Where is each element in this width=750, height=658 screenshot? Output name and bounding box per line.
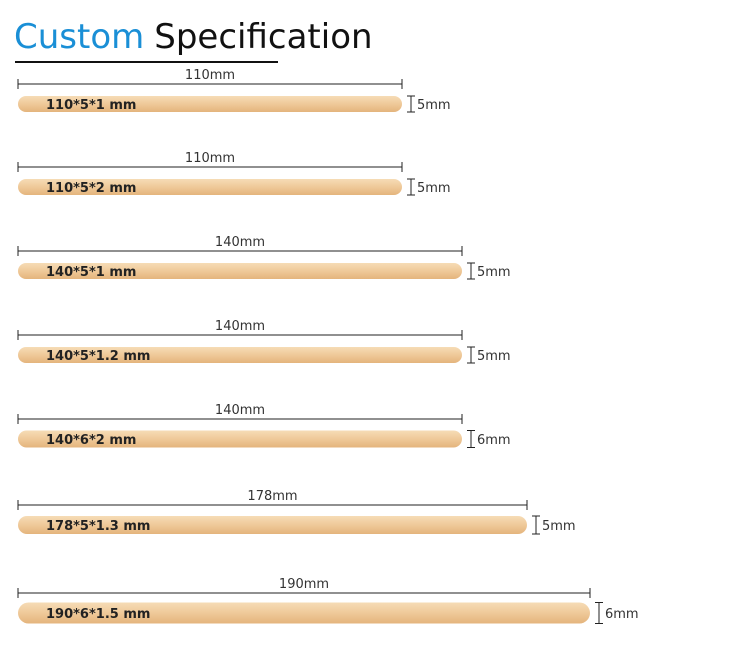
width-label: 5mm <box>417 98 451 113</box>
title-highlight: Custom <box>14 17 144 57</box>
width-label: 5mm <box>477 265 511 280</box>
stick-label: 190*6*1.5 mm <box>46 607 150 622</box>
length-label: 140mm <box>215 235 265 250</box>
width-label: 5mm <box>417 181 451 196</box>
stick-label: 140*6*2 mm <box>46 433 136 448</box>
stick <box>18 430 462 448</box>
stick-label: 140*5*1.2 mm <box>46 349 150 364</box>
length-label: 178mm <box>247 489 297 504</box>
length-label: 110mm <box>185 68 235 83</box>
stick-label: 140*5*1 mm <box>46 265 136 280</box>
stick <box>18 602 590 624</box>
length-label: 140mm <box>215 319 265 334</box>
stick-label: 110*5*1 mm <box>46 98 136 113</box>
stick <box>18 516 527 534</box>
width-label: 5mm <box>477 349 511 364</box>
stick <box>18 347 462 363</box>
length-label: 110mm <box>185 151 235 166</box>
stick <box>18 96 402 112</box>
stick-label: 178*5*1.3 mm <box>46 519 150 534</box>
width-label: 5mm <box>542 519 576 534</box>
width-label: 6mm <box>477 433 511 448</box>
length-label: 190mm <box>279 577 329 592</box>
stick-label: 110*5*2 mm <box>46 181 136 196</box>
stick <box>18 263 462 279</box>
length-label: 140mm <box>215 403 265 418</box>
width-label: 6mm <box>605 607 639 622</box>
stick <box>18 179 402 195</box>
title-rest: Specification <box>154 17 372 57</box>
title: Custom Specification <box>14 17 373 57</box>
